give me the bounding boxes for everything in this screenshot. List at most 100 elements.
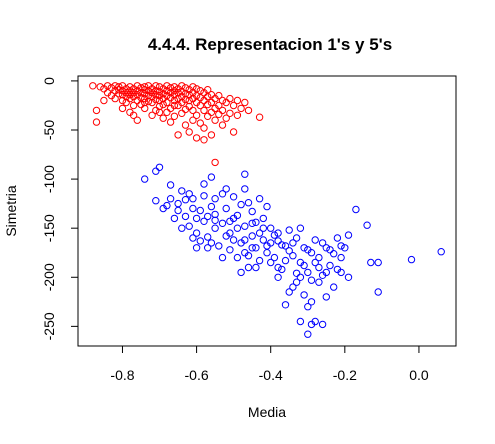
data-point: [144, 87, 153, 95]
data-point: [278, 265, 286, 274]
data-point: [304, 246, 312, 254]
data-point: [300, 244, 308, 252]
data-point: [185, 102, 193, 111]
data-point: [326, 261, 334, 270]
data-point: [296, 273, 305, 281]
data-point: [318, 320, 327, 329]
data-point: [259, 214, 267, 223]
data-point: [270, 231, 279, 239]
data-point: [137, 100, 145, 109]
data-point: [241, 185, 249, 193]
data-point: [189, 234, 197, 242]
chart-title: 4.4.4. Representacion 1's y 5's: [148, 35, 392, 54]
data-point: [292, 269, 301, 277]
data-point: [300, 291, 308, 299]
data-point: [263, 249, 271, 257]
data-point: [263, 242, 271, 250]
data-point: [229, 128, 238, 136]
data-point: [267, 258, 275, 267]
points-layer: [89, 82, 445, 338]
data-point: [118, 104, 127, 113]
data-point: [292, 234, 301, 242]
data-point: [122, 89, 130, 97]
data-point: [204, 100, 212, 109]
data-point: [289, 252, 297, 260]
data-point: [155, 163, 164, 172]
data-point: [204, 92, 212, 101]
data-point: [126, 91, 134, 99]
data-point: [159, 114, 167, 122]
data-point: [200, 217, 208, 226]
data-point: [118, 87, 127, 95]
data-point: [185, 190, 193, 198]
data-point: [237, 268, 245, 277]
data-point: [255, 256, 264, 265]
x-tick-label: -0.6: [185, 367, 209, 383]
data-point: [322, 268, 330, 277]
data-point: [122, 98, 130, 107]
data-point: [229, 214, 238, 223]
data-point: [285, 226, 293, 234]
data-point: [233, 224, 242, 232]
data-point: [248, 232, 256, 240]
data-point: [181, 95, 190, 104]
data-point: [155, 96, 164, 105]
data-point: [196, 87, 205, 95]
data-point: [241, 222, 249, 230]
data-point: [207, 91, 216, 99]
data-point: [278, 241, 286, 249]
data-point: [211, 216, 219, 225]
data-point: [200, 192, 208, 200]
y-tick-label: -200: [41, 263, 57, 291]
data-point: [307, 298, 316, 306]
data-point: [196, 119, 205, 127]
data-point: [222, 114, 230, 122]
data-point: [192, 85, 201, 93]
data-point: [174, 89, 182, 97]
data-point: [311, 258, 319, 267]
data-point: [118, 96, 127, 105]
data-point: [166, 195, 175, 203]
data-point: [237, 104, 245, 113]
data-point: [152, 87, 160, 95]
data-point: [322, 293, 330, 301]
x-tick-label: -0.8: [110, 367, 134, 383]
data-point: [170, 214, 179, 223]
y-axis: 0 -50 -100 -150 -200 -250: [41, 77, 79, 340]
data-point: [252, 244, 260, 252]
data-point: [337, 253, 345, 262]
data-point: [196, 237, 205, 245]
data-point: [196, 206, 205, 215]
data-point: [248, 244, 256, 252]
data-point: [241, 170, 249, 178]
data-point: [211, 116, 219, 124]
data-point: [333, 234, 342, 242]
data-point: [178, 109, 186, 118]
data-point: [229, 193, 238, 201]
data-point: [192, 111, 201, 120]
data-point: [129, 101, 138, 110]
data-point: [222, 98, 230, 107]
plot-frame: [77, 75, 457, 347]
data-point: [244, 106, 253, 115]
data-point: [129, 89, 138, 97]
data-point: [341, 244, 349, 252]
data-point: [152, 167, 160, 175]
data-point: [289, 239, 297, 247]
data-point: [233, 253, 242, 262]
data-point: [311, 236, 319, 244]
data-point: [326, 246, 334, 254]
data-point: [170, 96, 179, 105]
data-point: [274, 263, 282, 272]
data-point: [241, 98, 249, 107]
data-point: [215, 242, 223, 250]
x-tick-label: 0.0: [409, 367, 429, 383]
data-point: [304, 268, 312, 277]
data-point: [285, 288, 293, 296]
data-point: [296, 224, 305, 232]
data-point: [374, 258, 382, 267]
data-point: [189, 204, 197, 213]
data-point: [181, 196, 190, 204]
data-point: [289, 283, 297, 291]
data-point: [170, 83, 179, 91]
